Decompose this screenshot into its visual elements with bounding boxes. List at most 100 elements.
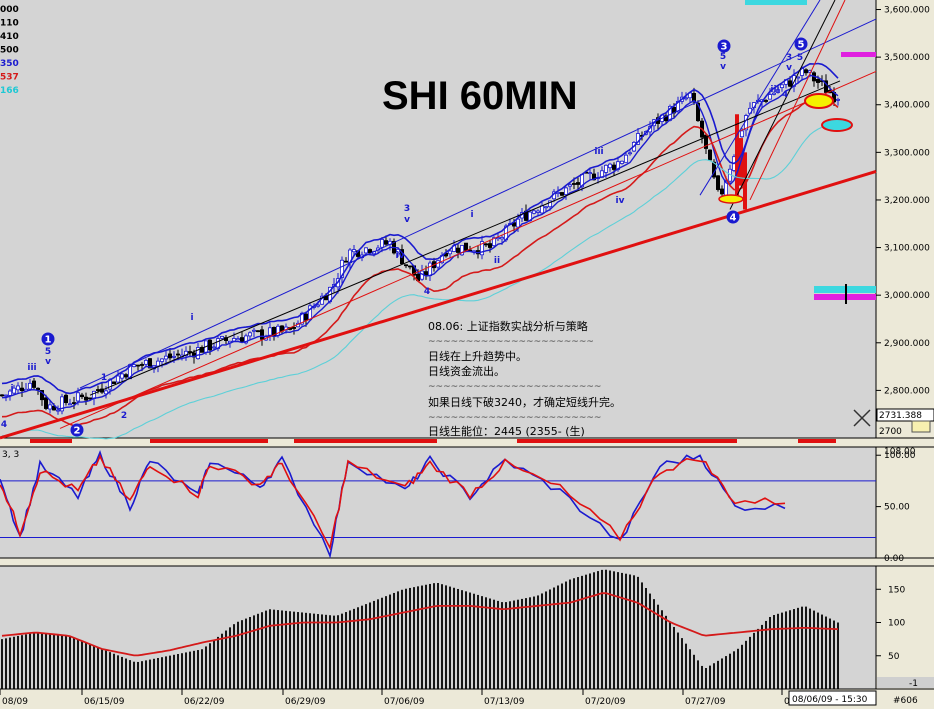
candle-body [44, 397, 49, 409]
left-edge-label: 537 [0, 73, 19, 83]
candle-body [620, 160, 625, 164]
price-tick-label: 3,000.000 [884, 291, 930, 301]
stochastic-top-label: 108.00 [884, 447, 916, 457]
candle [159, 358, 164, 368]
price-axis-background [876, 0, 934, 689]
wave-1-label-circle [41, 332, 55, 346]
candle-body [427, 262, 432, 277]
date-tick-label: 07/27/09 [685, 697, 726, 707]
candle-body [704, 134, 709, 149]
red-candle [735, 114, 739, 200]
candle-body [135, 364, 140, 367]
candle-body [516, 218, 521, 228]
candle [120, 372, 125, 382]
wave-small-label: iv [616, 196, 625, 206]
candle-body [291, 327, 296, 329]
candle-body [628, 152, 633, 155]
candle [483, 243, 488, 248]
candle-body [131, 364, 136, 368]
candle-body [399, 249, 404, 265]
annotation-line-2: 日线资金流出。 [428, 364, 505, 378]
candle [68, 398, 73, 406]
candle-body [56, 409, 61, 412]
scale-icon [911, 420, 931, 433]
candle [716, 175, 721, 192]
candle [303, 311, 308, 327]
candle-body [96, 389, 101, 391]
wave-small-label: 4 [782, 90, 788, 100]
candle-body [104, 390, 109, 395]
candle-body [540, 205, 545, 214]
candle-body [403, 264, 408, 267]
candle-body [15, 385, 20, 391]
candle [776, 86, 781, 94]
candle-body [60, 396, 65, 412]
wave-5-label: 5 [798, 40, 805, 51]
wave-small-label: 5 [797, 53, 803, 63]
overbought-marker [798, 439, 836, 443]
candle-body [159, 358, 164, 362]
price-tick-label: 3,200.000 [884, 196, 930, 206]
candle [455, 243, 460, 259]
red-candle [743, 152, 747, 210]
candle-body [564, 187, 569, 195]
upper-band-line [1, 62, 839, 395]
black-trend-line [89, 80, 841, 396]
candle [339, 256, 344, 284]
wave-small-label: 5 [45, 347, 51, 357]
price-tick-label: 3,500.000 [884, 53, 930, 63]
candle-body [27, 382, 32, 390]
candle [399, 244, 404, 265]
target-box-top [745, 0, 807, 5]
candle-body [487, 243, 492, 248]
wave-4-label-circle [726, 210, 740, 224]
candle-body [696, 102, 701, 122]
candle-body [383, 240, 388, 245]
candle [199, 345, 204, 353]
candle-body [447, 250, 452, 255]
target-box-magenta [841, 52, 876, 57]
date-tick-label: 06/15/09 [84, 697, 125, 707]
candle [72, 396, 77, 410]
left-edge-label: 000 [0, 5, 19, 15]
stochastic-d-line [0, 453, 786, 551]
candle-body [499, 237, 504, 240]
candle [447, 249, 452, 259]
candle [564, 186, 569, 200]
candle-body [48, 404, 53, 410]
candle-body [243, 335, 248, 344]
steep-trend-line [729, 0, 836, 210]
candle [772, 91, 777, 96]
current-datetime: 08/06/09 - 15:30 [792, 695, 868, 705]
candle-body [495, 237, 500, 240]
candle-body [479, 241, 484, 256]
candle-body [544, 206, 549, 209]
overbought-marker [150, 439, 268, 443]
histogram-signal-line [1, 592, 839, 657]
wave-small-label: 3 [404, 204, 410, 214]
candle-body [708, 149, 713, 161]
candle-body [259, 329, 264, 340]
candle [544, 206, 549, 212]
histogram-tick-label: 150 [888, 585, 905, 595]
candle-body [124, 374, 129, 378]
date-tick-label: 06/22/09 [184, 697, 225, 707]
candle-body [112, 381, 117, 384]
price-tick-label: 3,400.000 [884, 101, 930, 111]
candle-body [664, 115, 669, 122]
candle-body [68, 403, 73, 406]
candle-body [231, 338, 236, 342]
channel-upper-line [79, 18, 877, 389]
candle [536, 209, 541, 216]
candle-body [764, 100, 769, 102]
date-tick-label: 08/09 [2, 697, 28, 707]
candle [15, 382, 20, 394]
wave-small-label: 1 [101, 373, 107, 383]
overbought-marker [294, 439, 437, 443]
close-icon [853, 409, 871, 427]
date-tick-label: 07/20/09 [585, 697, 626, 707]
wave-small-label: v [720, 62, 726, 72]
candle-body [532, 210, 537, 214]
histogram-min-label: -1 [909, 679, 918, 689]
